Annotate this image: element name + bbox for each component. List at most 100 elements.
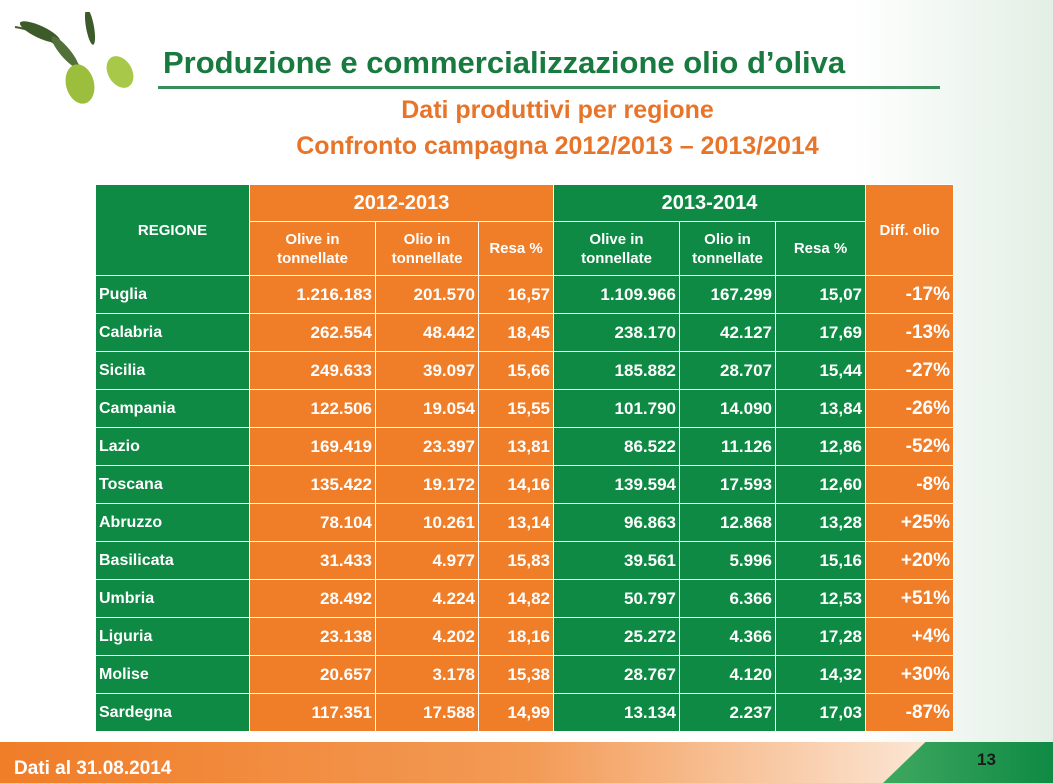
diff-value: -17% [865, 275, 954, 314]
header-diff-olio: Diff. olio [865, 184, 954, 276]
table-cell: 15,66 [478, 351, 554, 390]
region-name: Puglia [95, 275, 250, 314]
table-cell: 19.172 [375, 465, 479, 504]
table-cell: 4.120 [679, 655, 776, 694]
table-cell: 5.996 [679, 541, 776, 580]
table-row: Lazio 169.419 23.397 13,81 86.522 11.126 12,86… [95, 427, 954, 466]
header-regione: REGIONE [95, 184, 250, 276]
table-cell: 262.554 [249, 313, 376, 352]
table-cell: 4.977 [375, 541, 479, 580]
subtitle-line-1: Dati produttivi per regione [401, 96, 714, 124]
table-cell: 16,57 [478, 275, 554, 314]
region-name: Calabria [95, 313, 250, 352]
table-cell: 249.633 [249, 351, 376, 390]
table-cell: 135.422 [249, 465, 376, 504]
table-cell: 238.170 [553, 313, 680, 352]
title-underline [158, 86, 940, 89]
subheader-5: Resa % [775, 221, 866, 276]
subheader-0: Olive in tonnellate [249, 221, 376, 276]
table-cell: 4.366 [679, 617, 776, 656]
table-cell: 19.054 [375, 389, 479, 428]
table-row: Umbria 28.492 4.224 14,82 50.797 6.366 12,53 +5… [95, 579, 954, 618]
subtitle-line-2: Confronto campagna 2012/2013 – 2013/2014 [296, 132, 819, 160]
region-name: Molise [95, 655, 250, 694]
olive-branch-icon [14, 12, 134, 104]
diff-value: -87% [865, 693, 954, 732]
table-cell: 201.570 [375, 275, 479, 314]
table-cell: 18,45 [478, 313, 554, 352]
table-cell: 28.707 [679, 351, 776, 390]
table-cell: 12.868 [679, 503, 776, 542]
table-cell: 3.178 [375, 655, 479, 694]
table-cell: 15,38 [478, 655, 554, 694]
table-cell: 139.594 [553, 465, 680, 504]
table-cell: 1.216.183 [249, 275, 376, 314]
subheader-1: Olio in tonnellate [375, 221, 479, 276]
page-number: 13 [977, 750, 996, 769]
diff-value: -13% [865, 313, 954, 352]
table-cell: 4.202 [375, 617, 479, 656]
table-cell: 17.588 [375, 693, 479, 732]
region-name: Lazio [95, 427, 250, 466]
region-name: Umbria [95, 579, 250, 618]
subheader-3: Olive in tonnellate [553, 221, 680, 276]
table-cell: 15,83 [478, 541, 554, 580]
production-table: REGIONE 2012-2013 2013-2014 Diff. olio O… [95, 184, 954, 732]
table-cell: 10.261 [375, 503, 479, 542]
table-cell: 4.224 [375, 579, 479, 618]
table-cell: 15,44 [775, 351, 866, 390]
table-cell: 12,60 [775, 465, 866, 504]
region-name: Campania [95, 389, 250, 428]
table-row: Sicilia 249.633 39.097 15,66 185.882 28.707 15… [95, 351, 954, 390]
table-cell: 11.126 [679, 427, 776, 466]
table-row: Calabria 262.554 48.442 18,45 238.170 42.127 1… [95, 313, 954, 352]
table-row: Toscana 135.422 19.172 14,16 139.594 17.593 12… [95, 465, 954, 504]
table-cell: 31.433 [249, 541, 376, 580]
diff-value: +30% [865, 655, 954, 694]
footer-bar [0, 742, 1053, 783]
table-cell: 48.442 [375, 313, 479, 352]
table-cell: 13,81 [478, 427, 554, 466]
table-row: Liguria 23.138 4.202 18,16 25.272 4.366 17,28 +… [95, 617, 954, 656]
region-name: Basilicata [95, 541, 250, 580]
slide-title: Produzione e commercializzazione olio d’… [163, 45, 846, 80]
table-cell: 23.397 [375, 427, 479, 466]
table-row: Abruzzo 78.104 10.261 13,14 96.863 12.868 13,2… [95, 503, 954, 542]
table-cell: 15,07 [775, 275, 866, 314]
table-cell: 18,16 [478, 617, 554, 656]
table-cell: 86.522 [553, 427, 680, 466]
table-cell: 42.127 [679, 313, 776, 352]
table-cell: 14,82 [478, 579, 554, 618]
subtitle-block: Dati produttivi per regione Confronto ca… [200, 92, 915, 164]
table-cell: 167.299 [679, 275, 776, 314]
data-date: Dati al 31.08.2014 [14, 758, 172, 779]
table-cell: 6.366 [679, 579, 776, 618]
subheader-2: Resa % [478, 221, 554, 276]
region-name: Toscana [95, 465, 250, 504]
table-cell: 14,99 [478, 693, 554, 732]
table-cell: 25.272 [553, 617, 680, 656]
table-cell: 12,86 [775, 427, 866, 466]
table-cell: 122.506 [249, 389, 376, 428]
table-cell: 14,16 [478, 465, 554, 504]
diff-value: -26% [865, 389, 954, 428]
diff-value: +4% [865, 617, 954, 656]
header-year-2013-2014: 2013-2014 [553, 184, 866, 222]
diff-value: +20% [865, 541, 954, 580]
diff-value: +51% [865, 579, 954, 618]
table-cell: 1.109.966 [553, 275, 680, 314]
table-cell: 28.492 [249, 579, 376, 618]
table-cell: 2.237 [679, 693, 776, 732]
table-cell: 13,84 [775, 389, 866, 428]
table-cell: 20.657 [249, 655, 376, 694]
table-cell: 50.797 [553, 579, 680, 618]
region-name: Sicilia [95, 351, 250, 390]
table-row: Puglia 1.216.183 201.570 16,57 1.109.966 167.… [95, 275, 954, 314]
table-cell: 17,03 [775, 693, 866, 732]
table-cell: 39.097 [375, 351, 479, 390]
diff-value: -27% [865, 351, 954, 390]
table-cell: 28.767 [553, 655, 680, 694]
table-row: Basilicata 31.433 4.977 15,83 39.561 5.996 15,… [95, 541, 954, 580]
table-cell: 96.863 [553, 503, 680, 542]
table-cell: 17,69 [775, 313, 866, 352]
